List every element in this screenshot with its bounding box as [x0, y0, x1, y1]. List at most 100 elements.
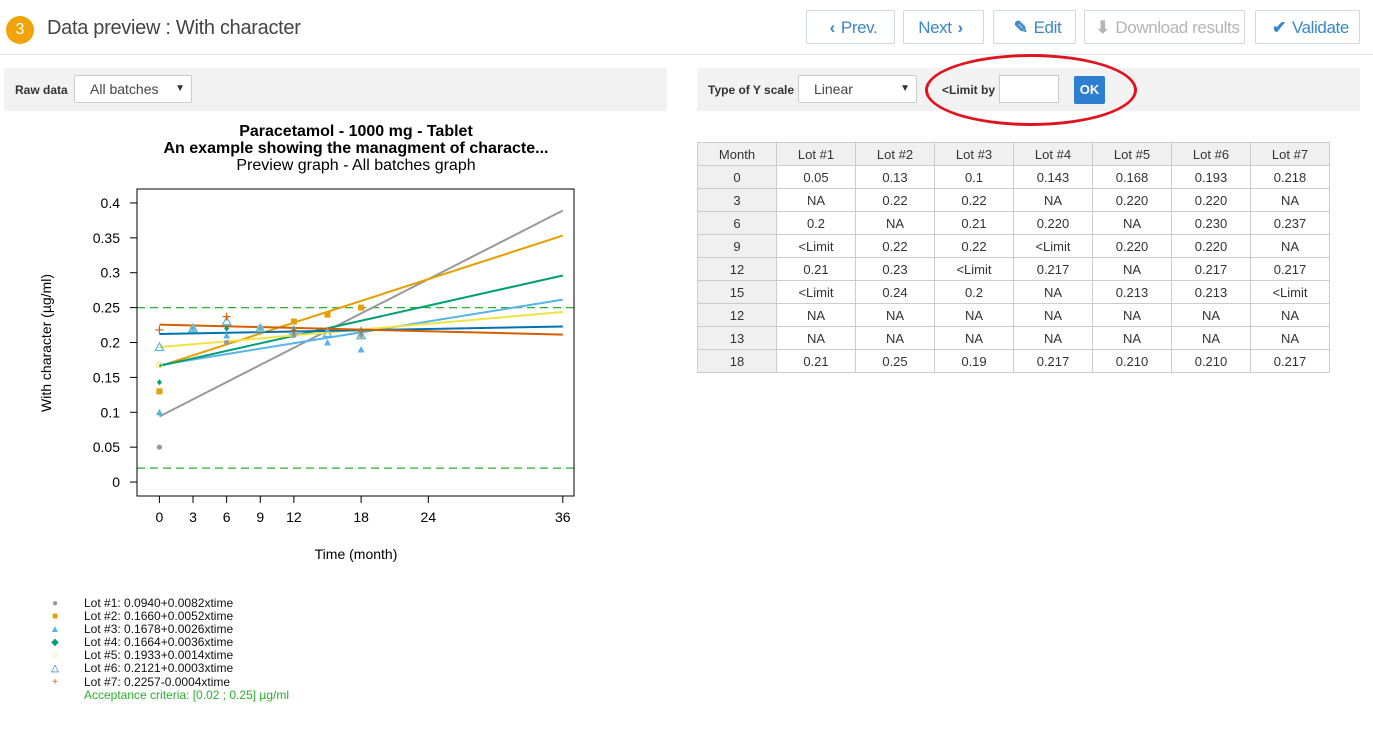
value-cell: 0.220 — [1092, 188, 1172, 212]
value-cell: NA — [1171, 326, 1251, 350]
batch-select[interactable]: All batches ▼ — [74, 75, 192, 103]
value-cell: 0.22 — [934, 234, 1014, 258]
value-cell: NA — [1092, 257, 1172, 281]
legend-marker: ● — [51, 598, 59, 609]
prev-button[interactable]: ‹ Prev. — [806, 10, 895, 44]
column-header: Lot #3 — [934, 142, 1014, 166]
value-cell: NA — [855, 211, 935, 235]
value-cell: 0.210 — [1092, 349, 1172, 373]
y-scale-select[interactable]: Linear ▼ — [798, 75, 917, 103]
table-row: 12 0.21 0.23 <Limit 0.217 NA 0.217 0.217 — [697, 257, 1330, 281]
regression-line — [159, 274, 564, 367]
value-cell: NA — [1250, 234, 1330, 258]
legend-label: Lot #4: 0.1664+0.0036xtime — [84, 635, 234, 650]
column-header: Lot #6 — [1171, 142, 1251, 166]
value-cell: <Limit — [776, 234, 856, 258]
y-tick-label: 0.05 — [93, 439, 120, 455]
value-cell: 0.193 — [1171, 165, 1251, 189]
limit-by-input[interactable] — [999, 75, 1059, 103]
value-cell: <Limit — [776, 280, 856, 304]
caret-down-icon: ▼ — [900, 83, 910, 94]
data-point — [357, 345, 365, 353]
column-header: Lot #2 — [855, 142, 935, 166]
data-point — [156, 379, 162, 386]
value-cell: NA — [1092, 211, 1172, 235]
data-point — [256, 325, 264, 332]
legend-label: Lot #3: 0.1678+0.0026xtime — [84, 622, 234, 637]
data-point — [323, 339, 331, 346]
y-tick-label: 0.35 — [93, 230, 120, 246]
value-cell: NA — [1250, 188, 1330, 212]
data-point — [221, 315, 232, 326]
edit-icon: ✎ — [1013, 18, 1028, 37]
data-point — [154, 341, 165, 352]
value-cell: 0.210 — [1171, 349, 1251, 373]
download-results-button[interactable]: ⬇ Download results — [1084, 10, 1245, 44]
legend-marker: ◆ — [51, 637, 59, 649]
value-cell: NA — [776, 326, 856, 350]
data-point — [324, 311, 331, 318]
data-point — [223, 332, 231, 339]
legend-label: Lot #7: 0.2257-0.0004xtime — [84, 674, 231, 689]
x-axis-label: Time (month) — [315, 546, 398, 562]
value-cell: <Limit — [934, 257, 1014, 281]
edit-button-label: Edit — [1033, 18, 1062, 37]
next-button[interactable]: Next › — [903, 10, 984, 44]
value-cell: 0.220 — [1013, 211, 1093, 235]
step-number-badge: 3 — [6, 16, 34, 44]
y-axis-label: With character (µg/ml) — [38, 274, 54, 412]
legend-label: Lot #6: 0.2121+0.0003xtime — [84, 661, 234, 676]
value-cell: NA — [855, 326, 935, 350]
value-cell: 0.25 — [855, 349, 935, 373]
data-point — [255, 322, 266, 333]
ok-button[interactable]: OK — [1074, 76, 1105, 104]
acceptance-criteria-label: Acceptance criteria: [0.02 ; 0.25] µg/ml — [84, 687, 290, 702]
edit-button[interactable]: ✎ Edit — [993, 10, 1076, 44]
caret-down-icon: ▼ — [175, 83, 185, 94]
x-tick-label: 12 — [286, 509, 302, 525]
value-cell: 0.22 — [934, 188, 1014, 212]
value-cell: 0.213 — [1092, 280, 1172, 304]
y-tick-label: 0.2 — [101, 335, 121, 351]
table-row: 9 <Limit 0.22 0.22 <Limit 0.220 0.220 NA — [697, 234, 1330, 258]
value-cell: 0.237 — [1250, 211, 1330, 235]
data-point — [156, 388, 163, 395]
legend-marker: △ — [51, 663, 59, 675]
value-cell: NA — [934, 326, 1014, 350]
column-header: Lot #7 — [1250, 142, 1330, 166]
value-cell: 0.220 — [1171, 188, 1251, 212]
page-title: Data preview : With character — [47, 17, 301, 39]
value-cell: NA — [1250, 326, 1330, 350]
value-cell: NA — [1171, 303, 1251, 327]
validate-button-label: Validate — [1291, 18, 1349, 37]
value-cell: 0.220 — [1171, 234, 1251, 258]
legend-marker: ▲ — [50, 624, 60, 636]
value-cell: NA — [1250, 303, 1330, 327]
data-point — [224, 325, 230, 332]
table-row: 6 0.2 NA 0.21 0.220 NA 0.230 0.237 — [697, 211, 1330, 235]
header-divider — [0, 54, 1373, 55]
value-cell: 0.21 — [776, 257, 856, 281]
value-cell: 0.218 — [1250, 165, 1330, 189]
data-point — [355, 329, 367, 340]
table-header-row: Month Lot #1 Lot #2 Lot #3 Lot #4 Lot #5 Lot #… — [697, 142, 1330, 166]
legend-label: Lot #1: 0.0940+0.0082xtime — [84, 596, 234, 610]
y-tick-label: 0 — [112, 474, 120, 490]
data-point — [290, 318, 297, 325]
validate-button[interactable]: ✔ Validate — [1255, 10, 1360, 44]
regression-line — [158, 209, 564, 418]
value-cell: NA — [776, 188, 856, 212]
y-tick-label: 0.1 — [101, 404, 121, 420]
data-point — [224, 339, 230, 346]
x-tick-label: 24 — [421, 509, 437, 525]
value-cell: NA — [1013, 303, 1093, 327]
month-cell: 18 — [697, 349, 777, 373]
x-tick-label: 3 — [189, 509, 197, 525]
month-cell: 12 — [697, 303, 777, 327]
month-cell: 13 — [697, 326, 777, 350]
value-cell: 0.2 — [934, 280, 1014, 304]
value-cell: NA — [1013, 326, 1093, 350]
table-row: 15 <Limit 0.24 0.2 NA 0.213 0.213 <Limit — [697, 280, 1330, 304]
limit-by-label: <Limit by — [942, 83, 996, 97]
